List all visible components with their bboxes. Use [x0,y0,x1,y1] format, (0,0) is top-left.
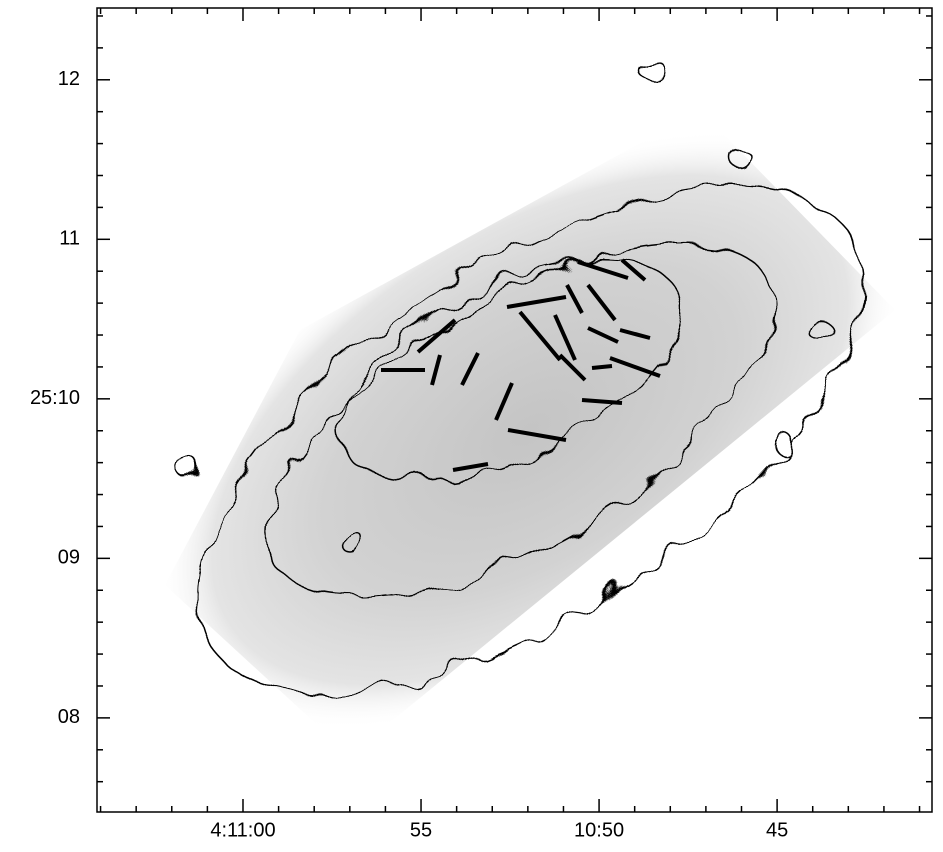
y-tick-label: 25:10 [30,387,80,409]
x-tick-label: 45 [766,819,788,841]
galaxy-image [52,8,943,847]
x-tick-label: 55 [410,819,432,841]
x-tick-label: 4:11:00 [210,819,275,841]
y-tick-label: 12 [58,68,80,90]
y-tick-label: 09 [58,547,80,569]
chart: 4:11:00 55 10:50 45 12 11 25:10 09 08 [0,0,943,847]
x-tick-label: 10:50 [574,819,624,841]
y-tick-label: 11 [59,228,80,250]
y-tick-label: 08 [58,706,80,728]
